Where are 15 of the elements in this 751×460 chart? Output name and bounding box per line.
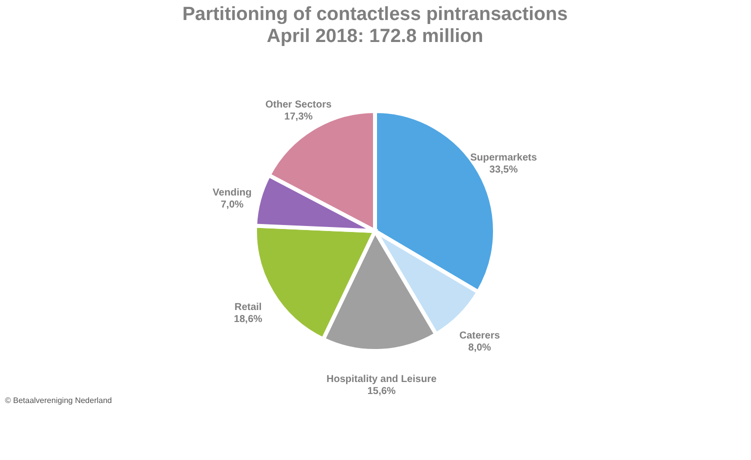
data-label: 17,3% [284, 111, 313, 122]
chart-subtitle: April 2018: 172.8 million [266, 26, 484, 47]
slice-label: Retail [234, 302, 262, 314]
slice-label: Other Sectors [265, 99, 332, 110]
slice-label: Vending [212, 187, 252, 198]
data-label: 33,5% [489, 164, 518, 176]
data-label: 18,6% [234, 314, 262, 326]
data-label: 8,0% [468, 342, 492, 354]
chart-title: Partitioning of contactless pintransactions [182, 4, 568, 25]
data-label: 7,0% [220, 199, 244, 210]
slice-label: Hospitality and Leisure [326, 374, 437, 385]
slice-label: Supermarkets [470, 152, 538, 164]
slice-label: Caterers [459, 330, 500, 342]
text: © Betaalvereniging Nederland [5, 396, 112, 405]
data-label: 15,6% [367, 386, 396, 397]
